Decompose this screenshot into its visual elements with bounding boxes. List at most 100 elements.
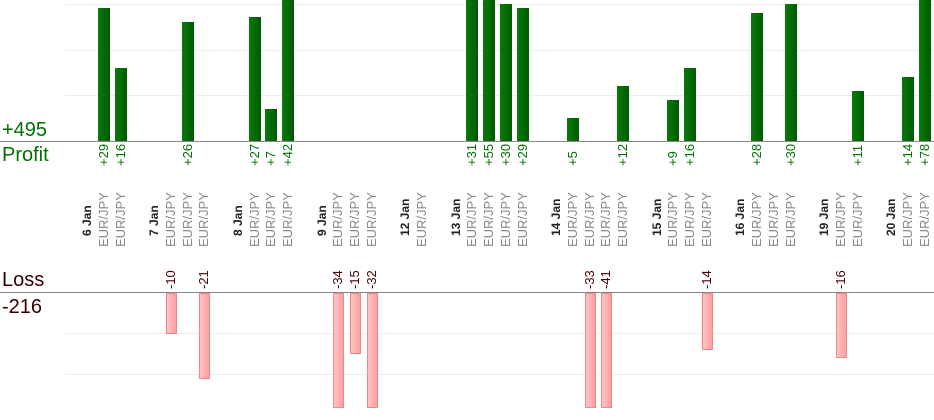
profit-value-label: +7 [263, 151, 279, 166]
profit-bar [97, 8, 110, 141]
profit-bar [684, 67, 696, 141]
loss-bar [366, 293, 378, 408]
symbol-label: EUR/JPY [749, 192, 764, 247]
day-label: 12 Jan [398, 198, 413, 236]
symbol-label: EUR/JPY [196, 192, 212, 247]
loss-gridline [65, 333, 934, 334]
profit-bar [483, 0, 495, 141]
symbol-label: EUR/JPY [179, 192, 195, 247]
loss-bar [601, 293, 613, 408]
loss-value-label: -15 [347, 270, 362, 289]
profit-bar [901, 76, 914, 141]
profit-gridline [65, 4, 934, 5]
loss-bar [199, 293, 211, 379]
loss-value-label: -32 [363, 270, 379, 289]
loss-value-label: -41 [598, 270, 614, 289]
symbol-label: EUR/JPY [581, 192, 597, 247]
symbol-label: EUR/JPY [95, 192, 111, 247]
profit-value-label: +14 [899, 143, 915, 166]
day-label: 6 Jan [80, 205, 94, 236]
symbol-label: EUR/JPY [246, 192, 262, 247]
loss-value-label: -10 [162, 270, 178, 289]
profit-value-label: +55 [481, 143, 496, 166]
symbol-label: EUR/JPY [598, 192, 614, 247]
profit-bar [751, 12, 763, 141]
loss-total: -216 [2, 296, 43, 318]
symbol-label: EUR/JPY [464, 192, 480, 247]
symbol-label: EUR/JPY [665, 192, 681, 247]
day-label: 13 Jan [448, 198, 463, 236]
profit-value-label: +12 [615, 143, 630, 166]
loss-value-label: -16 [832, 270, 848, 289]
symbol-label: EUR/JPY [330, 192, 346, 247]
profit-bar [516, 8, 529, 141]
symbol-label: EUR/JPY [497, 192, 513, 247]
symbol-label: EUR/JPY [481, 192, 496, 247]
profit-value-label: +31 [464, 143, 480, 166]
day-label: 9 Jan [314, 205, 329, 236]
profit-value-label: +30 [497, 143, 513, 166]
symbol-label: EUR/JPY [782, 192, 798, 247]
day-label: 14 Jan [549, 198, 563, 236]
loss-gridline [65, 374, 934, 375]
profit-value-label: +27 [246, 143, 262, 166]
day-label: 20 Jan [884, 198, 898, 236]
profit-bar [114, 67, 127, 141]
symbol-label: EUR/JPY [849, 192, 865, 247]
loss-value-label: -33 [581, 270, 597, 289]
profit-value-label: +26 [179, 143, 195, 166]
profit-value-label: +16 [682, 143, 697, 166]
loss-bar [835, 293, 847, 359]
profit-baseline [0, 141, 934, 142]
profit-bar [466, 0, 479, 141]
symbol-label: EUR/JPY [347, 192, 362, 247]
day-label: 8 Jan [230, 205, 245, 236]
loss-value-label: -21 [196, 270, 212, 289]
symbol-label: EUR/JPY [899, 192, 915, 247]
symbol-label: EUR/JPY [112, 192, 128, 247]
loss-baseline [0, 292, 934, 293]
loss-bar [350, 293, 361, 355]
profit-bar [566, 118, 579, 141]
profit-value-label: +29 [95, 143, 111, 166]
symbol-label: EUR/JPY [698, 192, 714, 247]
profit-total: +495 [2, 119, 48, 141]
profit-bar [784, 3, 797, 141]
symbol-label: EUR/JPY [414, 192, 429, 247]
symbol-label: EUR/JPY [615, 192, 630, 247]
day-label: 16 Jan [733, 198, 748, 236]
profit-bar [667, 99, 680, 141]
symbol-label: EUR/JPY [363, 192, 379, 247]
symbol-label: EUR/JPY [263, 192, 279, 247]
profit-bar [851, 90, 864, 141]
symbol-label: EUR/JPY [682, 192, 697, 247]
symbol-label: EUR/JPY [280, 192, 295, 247]
loss-bar [701, 293, 713, 351]
profit-value-label: +42 [280, 143, 295, 166]
profit-value-label: +30 [782, 143, 798, 166]
symbol-label: EUR/JPY [514, 192, 530, 247]
symbol-label: EUR/JPY [765, 192, 781, 247]
profit-value-label: +78 [916, 143, 932, 166]
symbol-label: EUR/JPY [564, 192, 580, 247]
profit-value-label: +5 [564, 151, 580, 166]
profit-bar [282, 0, 294, 141]
day-label: 15 Jan [649, 198, 664, 236]
loss-label: Loss [2, 269, 45, 291]
day-label: 19 Jan [817, 198, 831, 236]
profit-bar [248, 17, 261, 141]
profit-bar [181, 21, 194, 141]
profit-value-label: +9 [665, 151, 681, 166]
symbol-label: EUR/JPY [916, 192, 932, 247]
loss-value-label: -34 [330, 270, 346, 289]
profit-bar [499, 3, 512, 141]
loss-bar [584, 293, 596, 408]
profit-bar [617, 86, 629, 141]
profit-value-label: +16 [112, 143, 128, 166]
loss-bar [165, 293, 177, 334]
symbol-label: EUR/JPY [162, 192, 178, 247]
profit-value-label: +11 [849, 144, 865, 166]
day-label: 7 Jan [147, 205, 161, 236]
loss-value-label: -14 [698, 270, 714, 289]
profit-value-label: +29 [514, 143, 530, 166]
